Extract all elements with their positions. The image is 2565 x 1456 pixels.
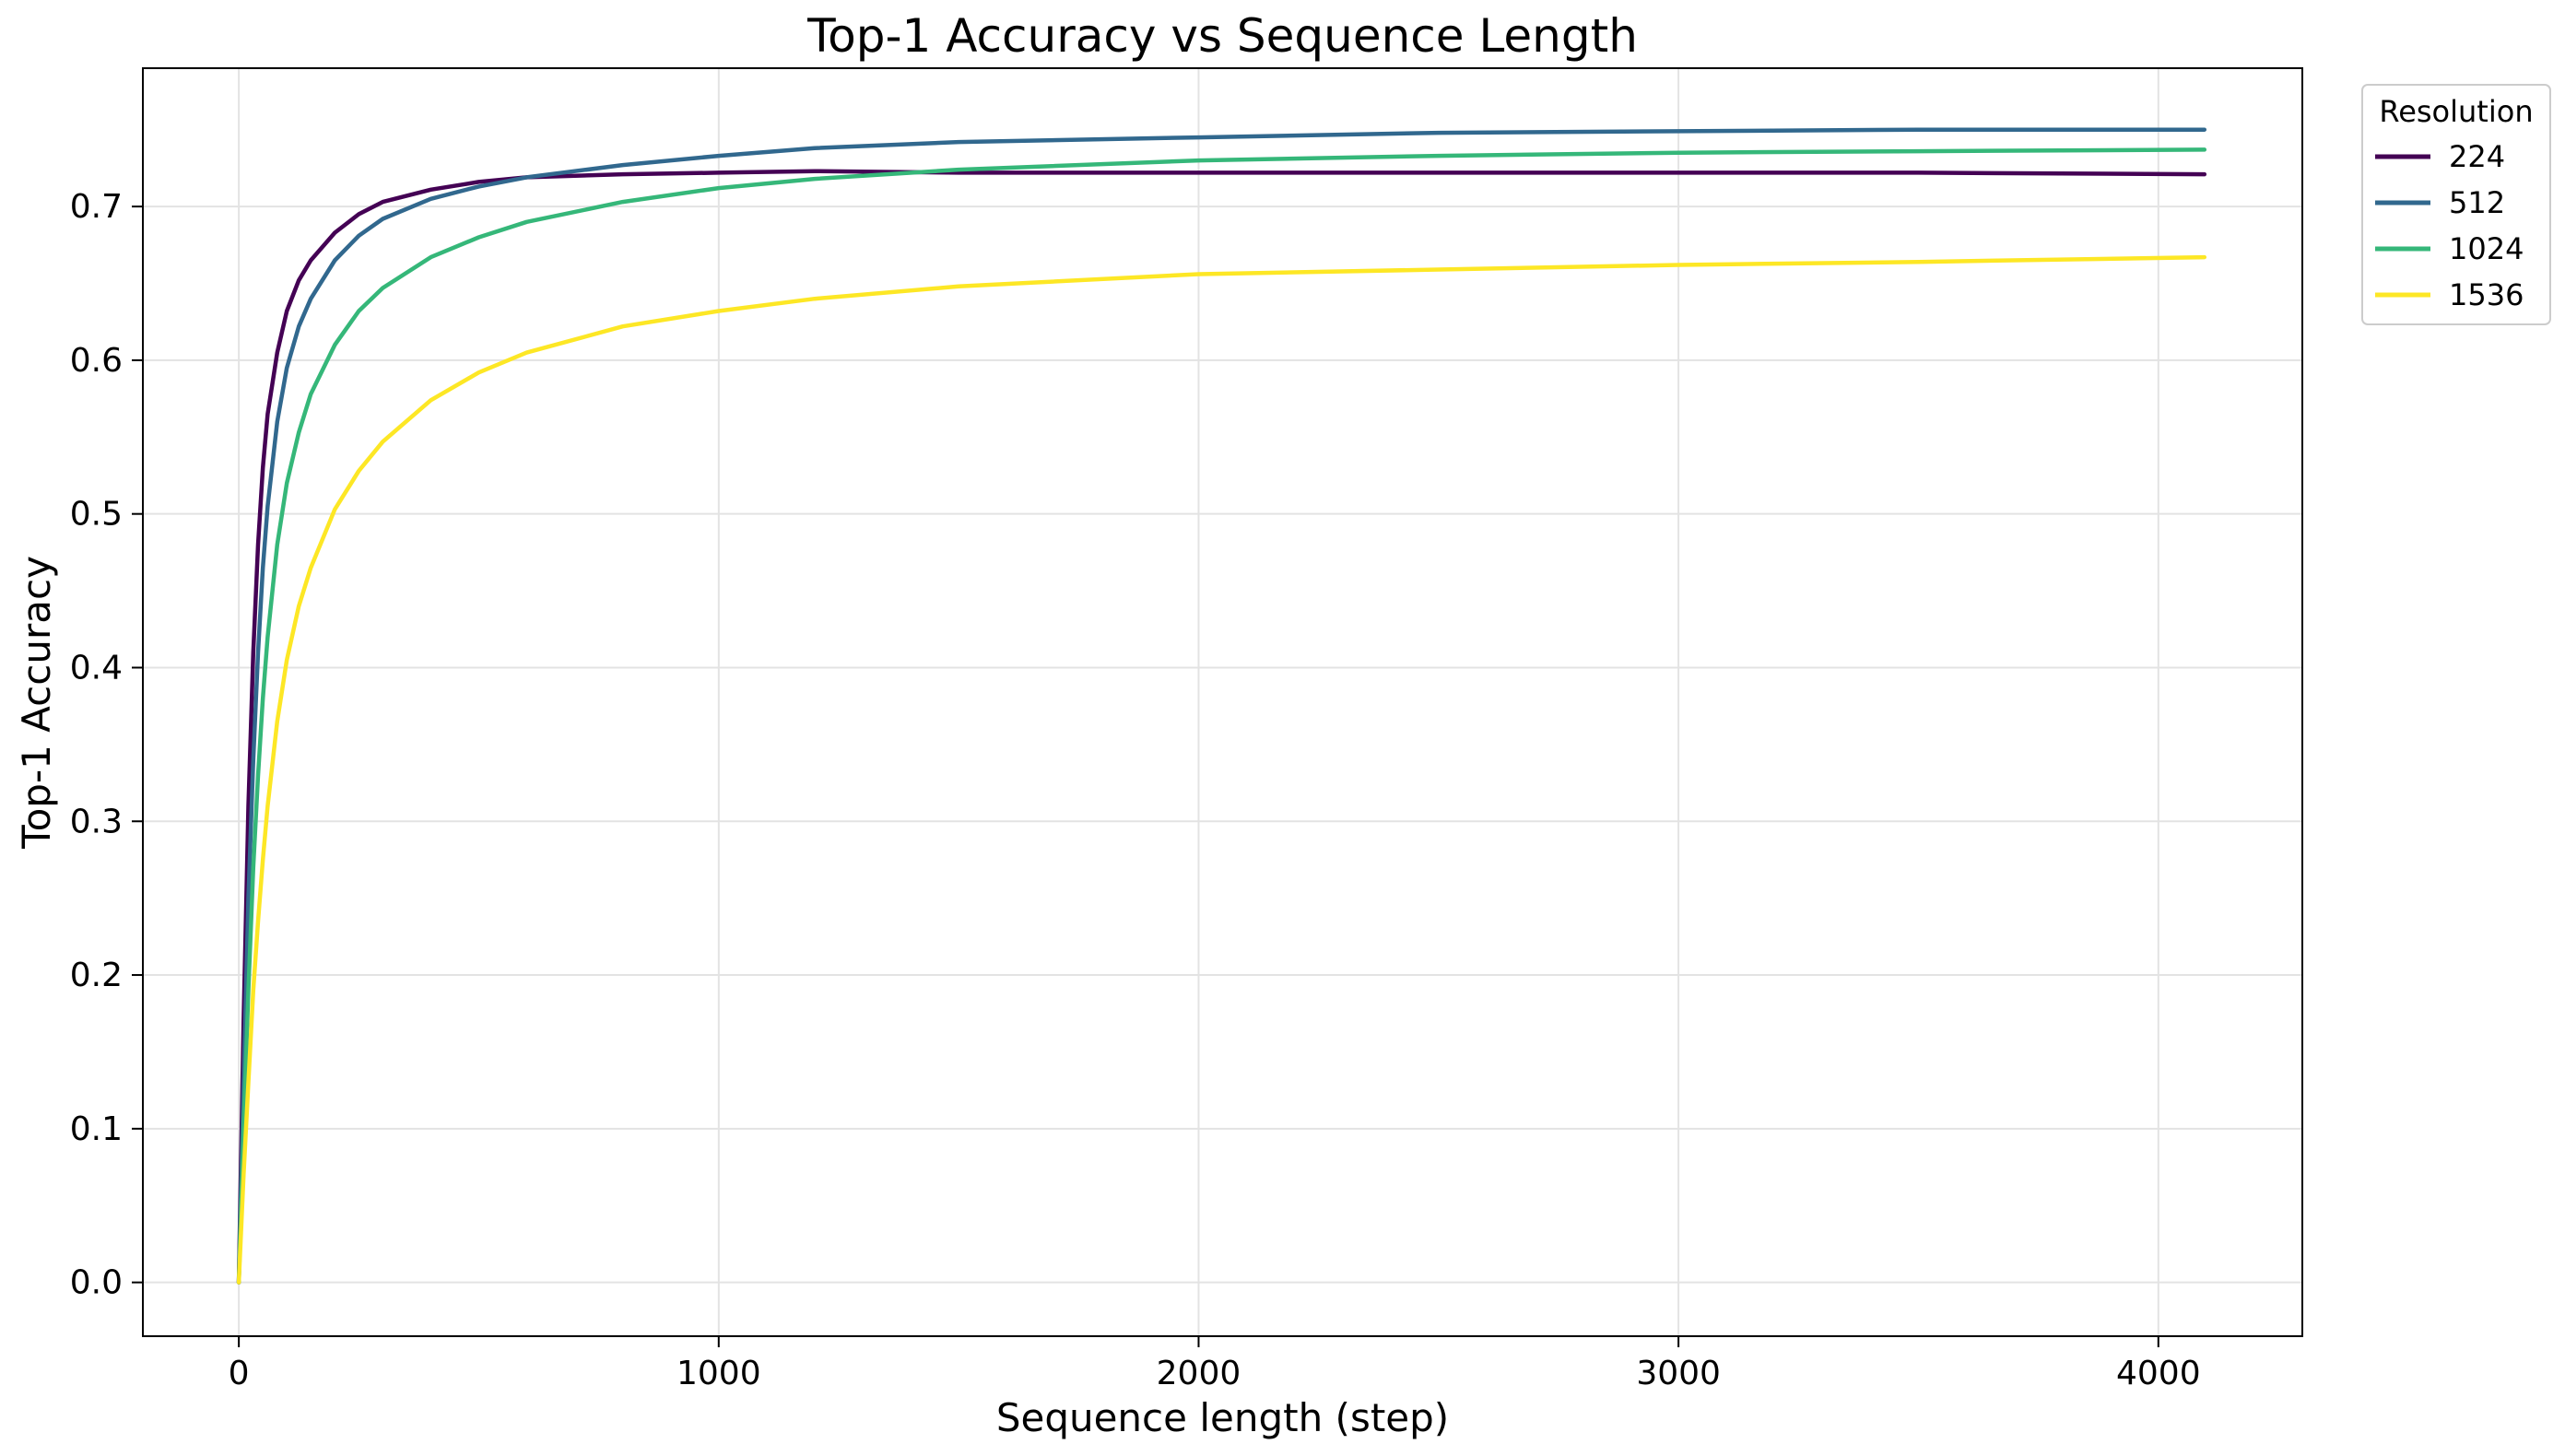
legend-title: Resolution [2379,94,2533,129]
legend-label-224: 224 [2449,139,2505,174]
chart-title: Top-1 Accuracy vs Sequence Length [806,9,1638,63]
y-tick-label: 0.0 [70,1264,123,1302]
legend-box [2361,84,2551,325]
plot-frame [142,67,2303,1337]
y-tick-label: 0.2 [70,957,123,994]
series-line-1024 [236,147,2207,1285]
x-tick-label: 0 [229,1355,250,1392]
y-tick-label: 0.6 [70,342,123,380]
series-line-512 [236,127,2207,1285]
y-tick-label: 0.4 [70,649,123,687]
legend: Resolution 224 512 1024 1536 [2361,84,2551,325]
y-tick-label: 0.7 [70,188,123,226]
x-tick-label: 3000 [1636,1355,1721,1392]
legend-label-1024: 1024 [2449,231,2524,266]
x-tick-label: 4000 [2116,1355,2201,1392]
y-axis-label: Top-1 Accuracy [14,556,59,850]
y-tick-label: 0.3 [70,803,123,840]
x-tick-label: 1000 [677,1355,761,1392]
series-line-224 [236,169,2207,1285]
grid [143,68,2302,1336]
legend-label-512: 512 [2449,185,2505,220]
y-tick-label: 0.5 [70,496,123,534]
series-line-1536 [236,254,2207,1285]
x-axis-label: Sequence length (step) [996,1395,1449,1440]
y-tick-label: 0.1 [70,1110,123,1148]
series-lines [236,127,2207,1285]
axis-ticks: 0 1000 2000 3000 4000 0.0 0.1 0.2 0.3 0.4 0.5 0.6 0.… [70,188,2201,1392]
legend-label-1536: 1536 [2449,277,2524,312]
x-tick-label: 2000 [1157,1355,1241,1392]
